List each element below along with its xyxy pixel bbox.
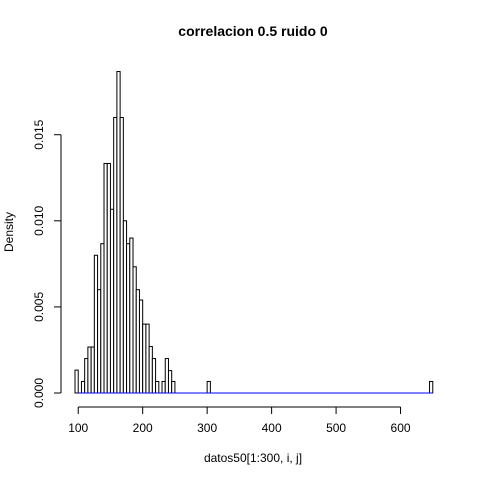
x-tick-label-5: 600 xyxy=(391,421,411,435)
y-axis-label: Density xyxy=(2,212,16,252)
y-tick-label-0: 0.000 xyxy=(32,378,46,408)
y-tick-label-2: 0.010 xyxy=(32,205,46,235)
histogram-bar-0 xyxy=(74,369,79,394)
chart-title: correlacion 0.5 ruido 0 xyxy=(178,23,328,39)
x-axis: 100 200 300 400 500 600 xyxy=(68,406,411,435)
y-axis: 0.000 0.005 0.010 0.015 xyxy=(32,119,62,408)
y-tick-label-1: 0.005 xyxy=(32,292,46,322)
y-tick-label-3: 0.015 xyxy=(32,119,46,149)
histogram-bar-31 xyxy=(206,380,211,394)
x-tick-label-1: 200 xyxy=(133,421,153,435)
x-tick-label-3: 400 xyxy=(262,421,282,435)
histogram-bar-32 xyxy=(429,380,434,394)
x-axis-label: datos50[1:300, i, j] xyxy=(204,451,302,465)
x-tick-label-4: 500 xyxy=(326,421,346,435)
x-tick-label-2: 300 xyxy=(197,421,217,435)
x-tick-label-0: 100 xyxy=(68,421,88,435)
histogram-bar-25 xyxy=(155,380,160,394)
histogram-bar-30 xyxy=(171,380,176,394)
histogram-bars xyxy=(74,71,434,394)
